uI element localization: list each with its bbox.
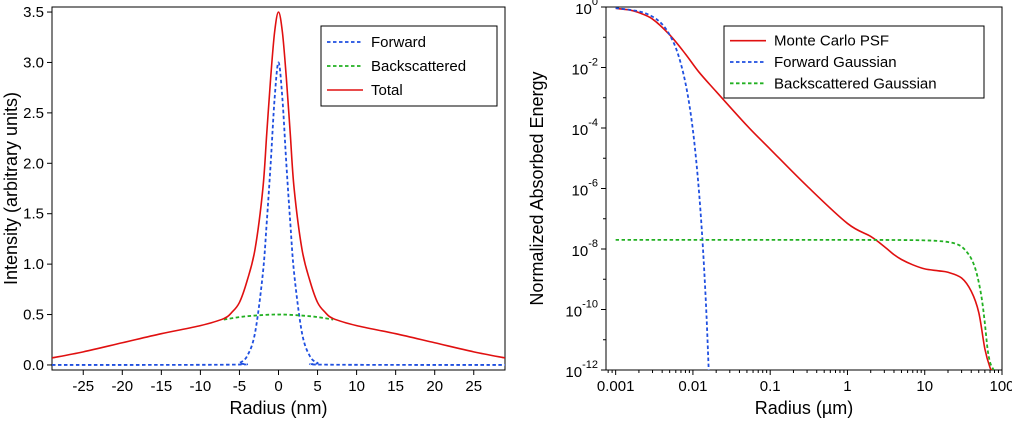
x-tick-label: 10 <box>916 378 933 395</box>
y-axis-title: Intensity (arbitrary units) <box>1 92 21 285</box>
x-tick-label: 25 <box>465 378 482 395</box>
x-tick-label: 10 <box>348 378 365 395</box>
series-line-forward <box>52 61 505 366</box>
x-tick-label: -15 <box>151 378 173 395</box>
x-tick-label: 1 <box>843 378 851 395</box>
x-axis-title: Radius (µm) <box>755 398 853 418</box>
chart-intensity-vs-radius: -25 -20 -15 -10 -5 0 5 10 15 20 25 0.0 0.5 1.0 1.5 2.0 2… <box>1 4 506 418</box>
y-tick-label: 2.0 <box>23 155 44 172</box>
series-line-backscattered-gaussian <box>615 238 995 370</box>
legend: Monte Carlo PSF Forward Gaussian Backscatt… <box>723 25 985 99</box>
y-tick-label: 10-4 <box>572 117 598 139</box>
legend-label: Forward Gaussian <box>774 54 897 71</box>
y-tick-label: 3.0 <box>23 54 44 71</box>
series-line-total <box>52 11 505 359</box>
y-tick-label: 0.5 <box>23 307 44 324</box>
series-group <box>52 11 505 366</box>
y-tick-label: 0.0 <box>23 357 44 374</box>
x-tick-label: 5 <box>313 378 321 395</box>
x-axis-title: Radius (nm) <box>229 398 327 418</box>
y-tick-label: 10-12 <box>565 359 598 381</box>
y-tick-label: 100 <box>575 0 598 18</box>
legend: Forward Backscattered Total <box>320 25 498 107</box>
x-tick-label: -10 <box>190 378 212 395</box>
y-tick-label: 2.5 <box>23 105 44 122</box>
x-tick-label: 15 <box>387 378 404 395</box>
y-axis-title: Normalized Absorbed Energy <box>527 71 547 305</box>
y-tick-label: 10-6 <box>572 178 598 200</box>
y-tick-label: 10-8 <box>572 238 598 260</box>
series-group <box>615 7 995 370</box>
x-tick-label: 0.1 <box>760 378 781 395</box>
y-tick-label: 3.5 <box>23 4 44 21</box>
series-line-monte-carlo-psf <box>615 7 993 370</box>
x-tick-label: 0.01 <box>678 378 707 395</box>
legend-label: Backscattered Gaussian <box>774 75 937 92</box>
legend-box <box>723 25 985 99</box>
legend-label: Total <box>371 82 403 99</box>
legend-label: Monte Carlo PSF <box>774 33 889 50</box>
series-line-backscattered <box>223 313 334 321</box>
series-line-forward-gaussian <box>615 7 710 370</box>
legend-label: Backscattered <box>371 58 466 75</box>
x-tick-label: 20 <box>426 378 443 395</box>
x-tick-label: -25 <box>72 378 94 395</box>
legend-label: Forward <box>371 34 426 51</box>
x-tick-label: -5 <box>233 378 246 395</box>
y-tick-label: 10-2 <box>572 57 598 79</box>
x-tick-label: -20 <box>111 378 133 395</box>
y-tick-label: 1.0 <box>23 256 44 273</box>
x-tick-label: 0.001 <box>597 378 635 395</box>
y-tick-label: 1.5 <box>23 206 44 223</box>
chart-absorbed-energy-vs-radius: 0.001 0.01 0.1 1 10 100 100 10-2 10-4 10-6 10-8 10-… <box>527 0 1012 418</box>
legend-box <box>320 25 498 107</box>
x-tick-label: 100 <box>989 378 1012 395</box>
x-tick-label: 0 <box>274 378 282 395</box>
y-tick-label: 10-10 <box>565 299 598 321</box>
